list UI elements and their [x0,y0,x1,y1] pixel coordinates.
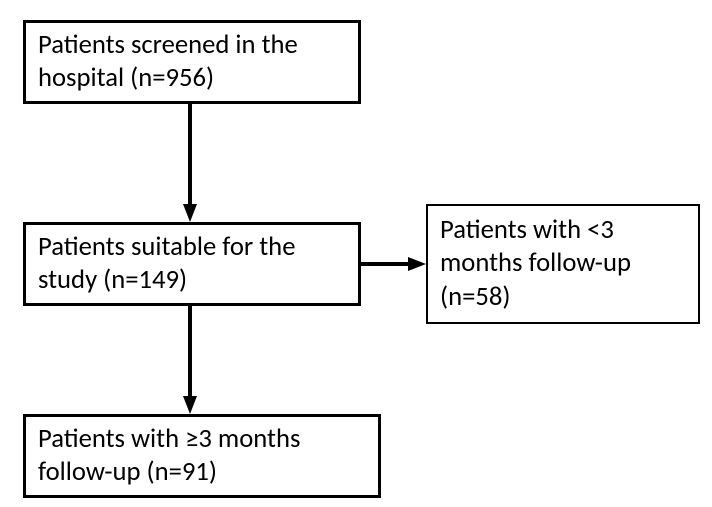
flow-node-suitable: Patients suitable for the study (n=149) [23,222,361,306]
flow-node-screened-label: Patients screened in the hospital (n=956… [38,29,346,96]
flow-node-screened: Patients screened in the hospital (n=956… [23,20,361,104]
flow-node-lt3-followup: Patients with <3 months follow-up (n=58) [426,204,700,324]
flow-node-lt3-label: Patients with <3 months follow-up (n=58) [440,214,686,314]
flow-node-suitable-label: Patients suitable for the study (n=149) [38,231,346,298]
flow-node-ge3-followup: Patients with ≥3 months follow-up (n=91) [23,414,381,498]
flow-node-ge3-label: Patients with ≥3 months follow-up (n=91) [38,423,366,490]
